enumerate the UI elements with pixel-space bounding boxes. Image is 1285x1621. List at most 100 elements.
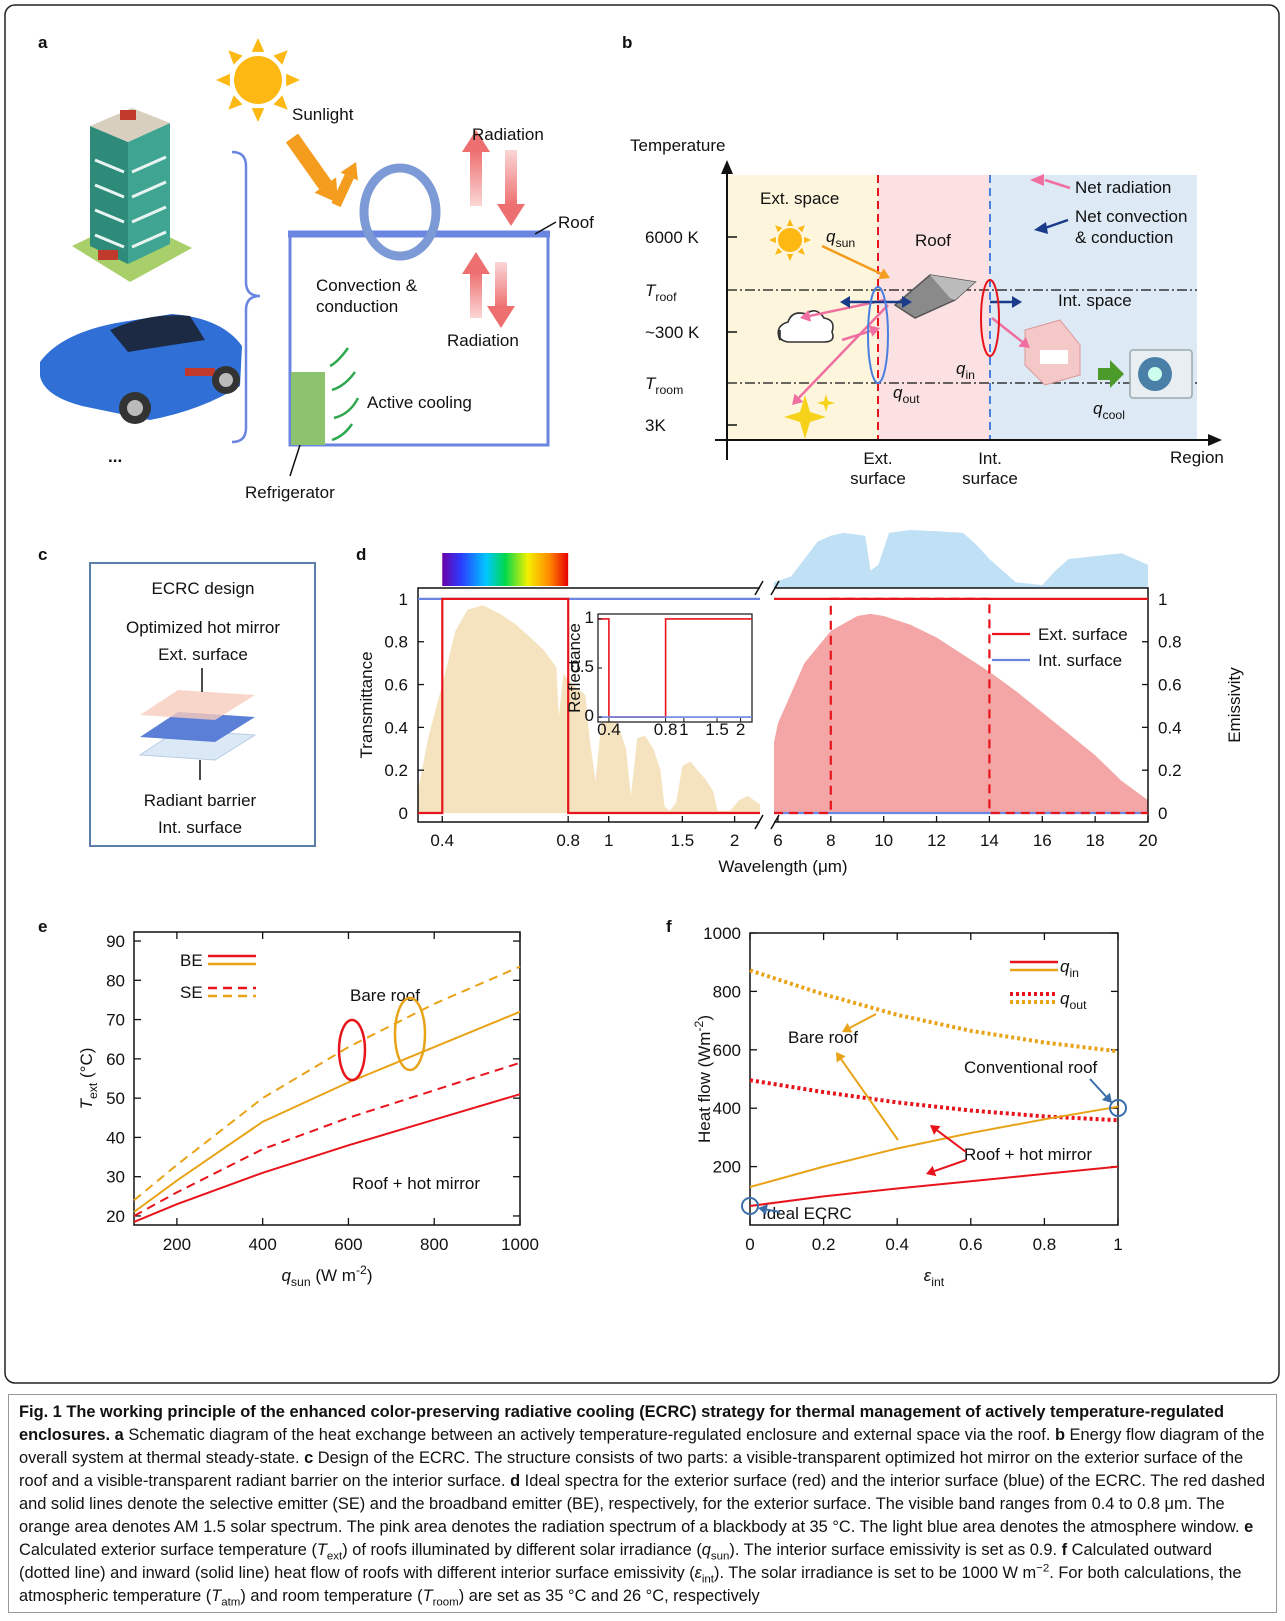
panel-a-illustration-shape [330, 348, 358, 440]
caption-run: d [510, 1472, 520, 1490]
caption-run: ε [695, 1564, 702, 1582]
surface-label: surface [850, 469, 906, 488]
text-run: (W m [311, 1266, 356, 1285]
x-tick-label: 1000 [501, 1235, 539, 1254]
axis-frame [750, 933, 1118, 1225]
annotation-arrow [850, 1014, 876, 1028]
x-tick-label: 400 [248, 1235, 276, 1254]
panel-a-illustration-shape [185, 368, 215, 376]
x-tick-label: 200 [163, 1235, 191, 1254]
caption-run: ext [327, 1550, 342, 1562]
axis-label: Temperature [630, 136, 725, 155]
y-tick-label: Troom [645, 374, 683, 397]
panel-a-illustration-shape [487, 306, 515, 328]
caption-run: ). The interior surface emissivity is se… [729, 1541, 1061, 1559]
text-run: cool [1102, 408, 1124, 422]
label: Active cooling [367, 393, 472, 412]
x-tick-label: 1 [1113, 1235, 1122, 1254]
y2-axis-label: Emissivity [1225, 667, 1244, 743]
x2-tick-label: 20 [1139, 831, 1158, 850]
text-run: out [902, 392, 920, 406]
text-run: int [931, 1275, 945, 1289]
text-run: ext [86, 1082, 100, 1099]
surface-label: Int. [978, 449, 1002, 468]
y-axis-label: Heat flow (Wm-2) [692, 1015, 714, 1143]
page: aSunlightRadiationRoofConvection &conduc… [0, 0, 1285, 1621]
x-tick-label: 1 [604, 831, 613, 850]
inset-y-tick-label: 0 [585, 706, 594, 725]
x-tick-label: 800 [420, 1235, 448, 1254]
y-tick-label: 1000 [703, 924, 741, 943]
y-tick-label: 800 [713, 982, 741, 1001]
y-tick-label: 6000 K [645, 228, 700, 247]
panel-a-illustration [40, 108, 556, 476]
caption-run: ) of roofs illuminated by different sola… [342, 1541, 702, 1559]
caption-run: a [115, 1426, 124, 1444]
caption-run: −2 [1036, 1563, 1049, 1575]
sun-ray [252, 108, 265, 122]
panel-a-illustration-shape-shape [332, 424, 352, 440]
y-tick-label: 400 [713, 1099, 741, 1118]
text-run: in [1069, 966, 1079, 980]
region-label: Int. space [1058, 291, 1132, 310]
x-tick-label: 0.8 [556, 831, 580, 850]
x-tick-label: 600 [334, 1235, 362, 1254]
y-tick-label: 40 [106, 1128, 125, 1147]
sun-ray [228, 50, 242, 64]
text-run: -2 [692, 1020, 706, 1031]
x2-tick-label: 10 [874, 831, 893, 850]
y-tick-label: 50 [106, 1089, 125, 1108]
annotation-arrow-head [836, 1052, 846, 1062]
text-run: in [965, 368, 975, 382]
x2-tick-label: 12 [927, 831, 946, 850]
inset-frame [598, 614, 752, 722]
label: Sunlight [292, 105, 354, 124]
caption-run: e [1244, 1518, 1253, 1536]
text-run: sun [291, 1275, 311, 1289]
y-tick-label: 3K [645, 416, 666, 435]
text-run: Heat flow (Wm [695, 1032, 714, 1143]
sun [234, 56, 282, 104]
label: Radiation [447, 331, 519, 350]
caption-run: T [423, 1587, 433, 1605]
y-tick-label: 0 [399, 804, 408, 823]
legend-label: BE [180, 951, 203, 970]
x2-tick-label: 6 [773, 831, 782, 850]
panel-a-illustration-shape-shape [330, 348, 348, 366]
caption-run: T [211, 1587, 221, 1605]
sun-ray [216, 74, 230, 87]
annotation: Roof + hot mirror [964, 1145, 1092, 1164]
label: Optimized hot mirror [126, 618, 280, 637]
caption-run: Schematic diagram of the heat exchange b… [124, 1426, 1055, 1444]
panel-a-illustration-shape [232, 152, 260, 442]
panel-a-illustration-shape [505, 150, 517, 206]
annotation-arrow-head [930, 1125, 940, 1135]
annotation: Roof + hot mirror [352, 1174, 480, 1193]
y-tick-label: 90 [106, 932, 125, 951]
y2-tick-label: 0 [1158, 804, 1167, 823]
reflection-arrow [336, 177, 349, 205]
panel-a-illustration-shape [128, 123, 170, 264]
surface-label: surface [962, 469, 1018, 488]
y-tick-label: 0.8 [384, 633, 408, 652]
panel-a-illustration-shape [291, 372, 325, 445]
y-tick-label: Troof [645, 281, 677, 304]
panel-a-illustration-shape [120, 110, 136, 120]
caption-run: sun [711, 1550, 730, 1562]
x-tick-label: 1.5 [671, 831, 695, 850]
panel-b-illustration-shape [1040, 350, 1068, 364]
sun-ray [286, 74, 300, 87]
caption-run: T [317, 1541, 327, 1559]
x2-tick-label: 8 [826, 831, 835, 850]
inset-y-tick-label: 1 [585, 608, 594, 627]
label: Roof [558, 213, 594, 232]
series-line [134, 1063, 520, 1216]
caption-run: Calculated exterior surface temperature … [19, 1541, 317, 1559]
text-run: -2 [356, 1263, 367, 1277]
label: conduction [316, 297, 398, 316]
y2-tick-label: 1 [1158, 590, 1167, 609]
panel-a-illustration-shape [470, 272, 482, 318]
panel-label: d [356, 545, 366, 564]
panel-a-illustration-shape [127, 400, 143, 416]
y-tick-label: 80 [106, 971, 125, 990]
